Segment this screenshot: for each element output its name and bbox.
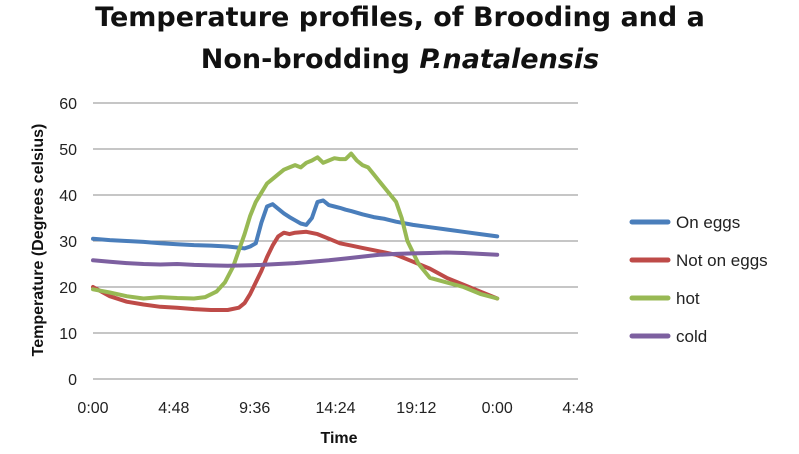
series-line-cold [91, 250, 500, 268]
x-tick-label: 0:00 [77, 400, 108, 417]
series-line-hot [91, 151, 500, 301]
chart-title-species: P.natalensis [419, 44, 599, 75]
y-tick-label: 40 [59, 188, 77, 205]
y-tick-label: 30 [59, 234, 77, 251]
y-tick-label: 20 [59, 280, 77, 297]
y-tick-label: 50 [59, 142, 77, 159]
legend-label: Not on eggs [676, 251, 768, 270]
legend-label: cold [676, 327, 707, 346]
series-line-not-on-eggs [91, 229, 500, 312]
x-axis-title: Time [320, 430, 357, 447]
x-tick-label: 14:24 [315, 400, 355, 417]
x-tick-label: 9:36 [239, 400, 270, 417]
y-tick-label: 0 [68, 372, 77, 389]
series-lines [91, 151, 500, 312]
y-tick-label: 60 [59, 96, 77, 113]
chart-title-line2-text: Non-brodding [201, 44, 420, 75]
x-tick-label: 19:12 [396, 400, 436, 417]
chart-title-line2: Non-brodding P.natalensis [201, 44, 599, 75]
x-tick-label: 0:00 [482, 400, 513, 417]
y-tick-label: 10 [59, 326, 77, 343]
y-axis-ticks: 0 10 20 30 40 50 60 [59, 96, 77, 389]
series-line-on-eggs [91, 198, 500, 251]
legend-label: On eggs [676, 213, 740, 232]
x-axis-ticks: 0:00 4:48 9:36 14:24 19:12 0:00 4:48 [77, 400, 593, 417]
y-axis-title: Temperature (Degrees celsius) [30, 124, 47, 357]
legend-label: hot [676, 289, 700, 308]
chart-title-line1: Temperature profiles, of Brooding and a [95, 2, 705, 33]
legend: On eggs Not on eggs hot cold [629, 213, 768, 346]
x-tick-label: 4:48 [158, 400, 189, 417]
x-tick-label: 4:48 [562, 400, 593, 417]
